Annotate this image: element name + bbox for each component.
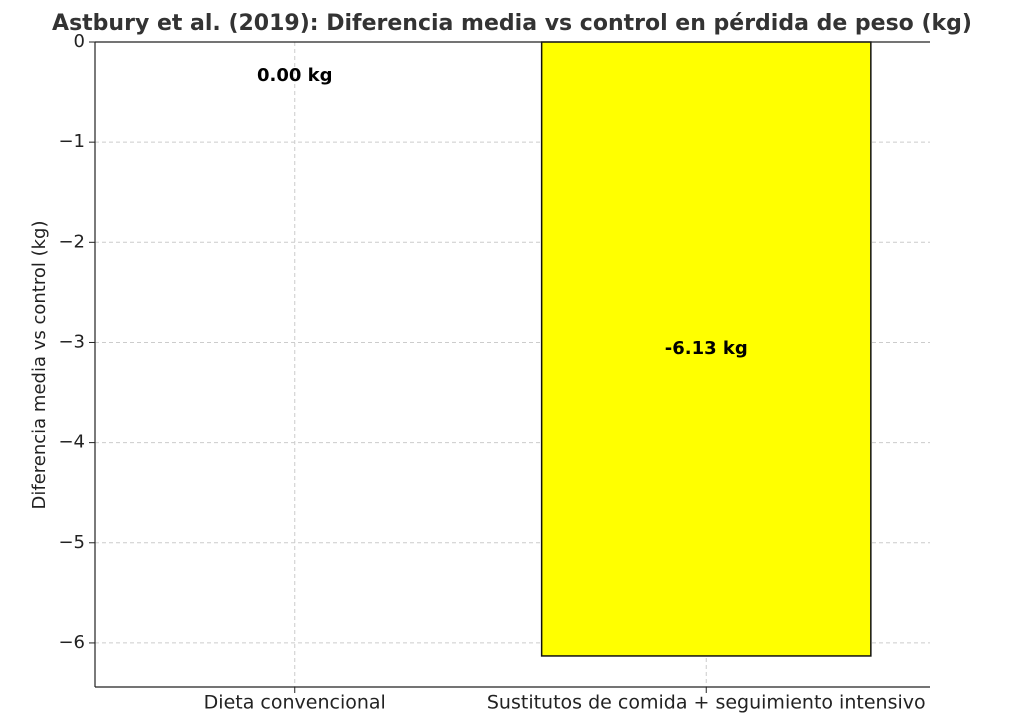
value-label: -6.13 kg (665, 338, 748, 359)
value-label: 0.00 kg (257, 65, 333, 86)
chart-title: Astbury et al. (2019): Diferencia media … (52, 11, 972, 36)
y-tick-label: −6 (58, 632, 85, 653)
y-tick-label: −1 (58, 131, 85, 152)
y-tick-label: −2 (58, 231, 85, 252)
y-tick-label: −3 (58, 331, 85, 352)
y-tick-label: −4 (58, 432, 85, 453)
y-tick-label: 0 (74, 31, 85, 52)
y-axis-label: Diferencia media vs control (kg) (29, 221, 50, 510)
x-tick-label: Dieta convencional (204, 692, 386, 714)
y-tick-label: −5 (58, 532, 85, 553)
bar (540, 41, 872, 657)
x-tick-label: Sustitutos de comida + seguimiento inten… (487, 692, 926, 714)
